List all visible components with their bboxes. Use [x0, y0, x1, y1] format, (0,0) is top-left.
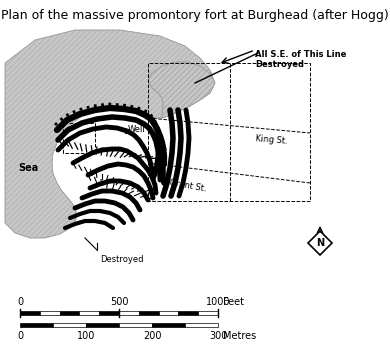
Bar — [119, 311, 139, 315]
Polygon shape — [148, 62, 215, 118]
Bar — [20, 323, 53, 327]
Bar — [40, 311, 60, 315]
Text: Sea: Sea — [18, 163, 38, 173]
Text: Well: Well — [128, 126, 146, 135]
Bar — [119, 323, 152, 327]
Bar — [60, 311, 80, 315]
Polygon shape — [5, 30, 215, 238]
Text: 0: 0 — [17, 297, 23, 307]
Text: King St.: King St. — [255, 134, 288, 146]
Text: 100: 100 — [77, 331, 95, 341]
Bar — [99, 311, 119, 315]
Polygon shape — [308, 231, 332, 255]
Polygon shape — [57, 108, 162, 181]
Text: Destroyed: Destroyed — [100, 255, 144, 264]
Bar — [139, 311, 159, 315]
Text: Metres: Metres — [223, 331, 256, 341]
Bar — [20, 311, 40, 315]
Bar — [159, 311, 178, 315]
Bar — [125, 129, 129, 133]
Text: N: N — [316, 238, 324, 248]
Bar — [80, 311, 99, 315]
Text: Grant St.: Grant St. — [169, 178, 207, 193]
Bar — [152, 323, 185, 327]
Bar — [185, 323, 218, 327]
Bar — [198, 311, 218, 315]
Text: All S.E. of This Line
Destroyed: All S.E. of This Line Destroyed — [255, 50, 346, 69]
Text: Plan of the massive promontory fort at Burghead (after Hogg): Plan of the massive promontory fort at B… — [1, 9, 389, 22]
Text: Feet: Feet — [223, 297, 244, 307]
Text: 500: 500 — [110, 297, 128, 307]
Text: 1000: 1000 — [206, 297, 230, 307]
Bar — [53, 323, 86, 327]
Bar — [86, 323, 119, 327]
Bar — [178, 311, 198, 315]
Text: 300: 300 — [209, 331, 227, 341]
Text: 200: 200 — [143, 331, 161, 341]
Text: 0: 0 — [17, 331, 23, 341]
